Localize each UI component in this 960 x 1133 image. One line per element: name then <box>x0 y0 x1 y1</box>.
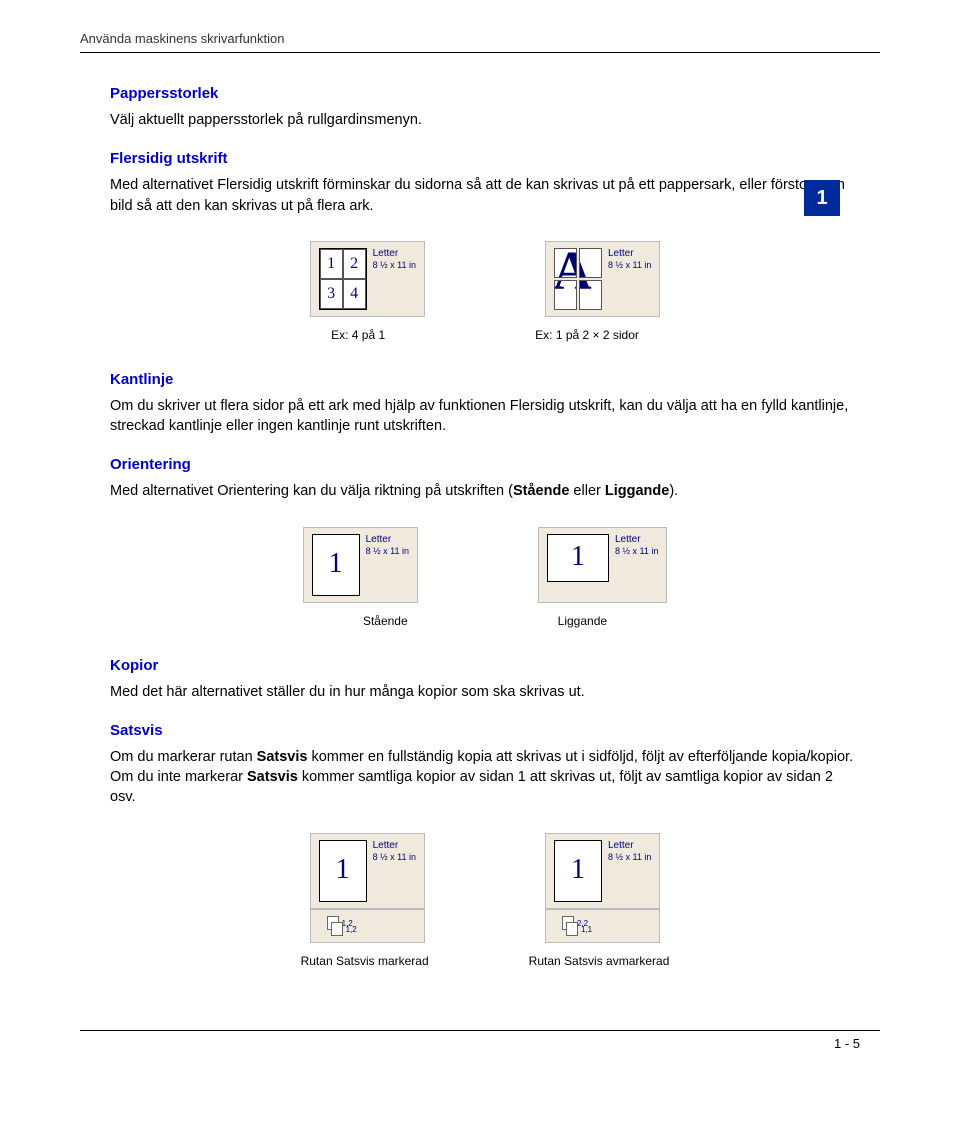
caption-staende: Stående <box>363 613 408 630</box>
preview-landscape: 1 Letter8 ½ x 11 in <box>538 527 667 603</box>
cell: 2 <box>343 249 366 279</box>
preview-collate-off: 1 Letter8 ½ x 11 in <box>545 833 660 909</box>
text-kopior: Med det här alternativet ställer du in h… <box>110 682 860 702</box>
heading-pappersstorlek: Pappersstorlek <box>110 83 860 104</box>
text-kantlinje: Om du skriver ut flera sidor på ett ark … <box>110 396 860 437</box>
preview-poster: A A A A Letter 8 ½ x 11 in <box>545 241 660 317</box>
text-satsvis: Om du markerar rutan Satsvis kommer en f… <box>110 747 860 808</box>
caption-ex1: Ex: 4 på 1 <box>331 327 385 344</box>
text-pappersstorlek: Välj aktuellt pappersstorlek på rullgard… <box>110 110 860 130</box>
caption-satsvis-off: Rutan Satsvis avmarkerad <box>529 953 670 970</box>
preview-collate-on: 1 Letter8 ½ x 11 in <box>310 833 425 909</box>
cell: 3 <box>320 279 343 309</box>
cell: 1 <box>320 249 343 279</box>
preview-portrait: 1 Letter8 ½ x 11 in <box>303 527 418 603</box>
doc-icon <box>331 922 343 936</box>
page-header: Använda maskinens skrivarfunktion <box>80 30 880 48</box>
heading-kopior: Kopior <box>110 655 860 676</box>
text-orientering: Med alternativet Orientering kan du välj… <box>110 481 860 501</box>
heading-orientering: Orientering <box>110 454 860 475</box>
paper-label: Letter 8 ½ x 11 in <box>608 248 651 271</box>
heading-kantlinje: Kantlinje <box>110 369 860 390</box>
caption-ex2: Ex: 1 på 2 × 2 sidor <box>535 327 639 344</box>
caption-satsvis-on: Rutan Satsvis markerad <box>301 953 429 970</box>
paper-label: Letter 8 ½ x 11 in <box>373 248 416 271</box>
text-flersidig: Med alternativet Flersidig utskrift förm… <box>110 175 860 216</box>
figure-row-satsvis: 1 Letter8 ½ x 11 in 1 Letter8 ½ x 11 in <box>110 833 860 943</box>
chapter-tab: 1 <box>804 180 840 216</box>
cell: 4 <box>343 279 366 309</box>
figure-row-orientering: 1 Letter8 ½ x 11 in 1 Letter8 ½ x 11 in <box>110 527 860 603</box>
header-rule <box>80 52 880 53</box>
caption-liggande: Liggande <box>558 613 607 630</box>
doc-icon <box>566 922 578 936</box>
page-footer: 1 - 5 <box>80 1030 880 1053</box>
heading-flersidig: Flersidig utskrift <box>110 148 860 169</box>
heading-satsvis: Satsvis <box>110 720 860 741</box>
preview-4on1: 1 2 3 4 Letter 8 ½ x 11 in <box>310 241 425 317</box>
figure-row-flersidig: 1 2 3 4 Letter 8 ½ x 11 in A A A A <box>110 241 860 317</box>
